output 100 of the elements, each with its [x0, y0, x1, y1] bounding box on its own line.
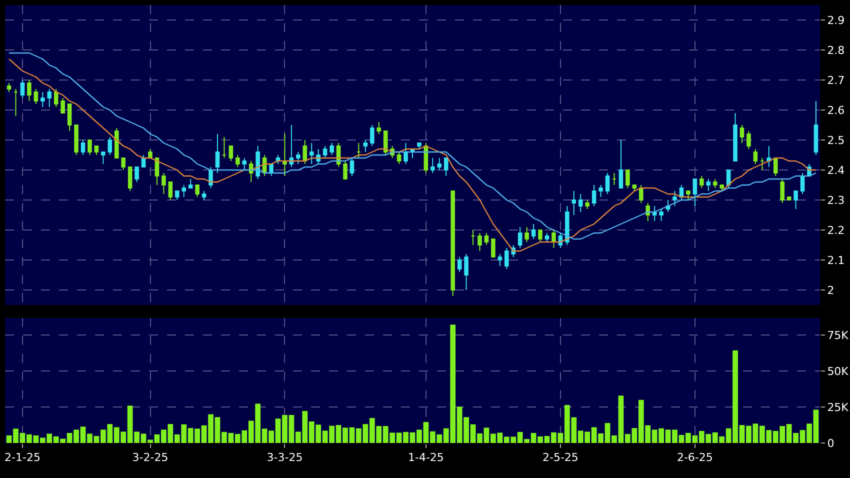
- candlestick: [101, 152, 106, 164]
- candlestick: [121, 158, 126, 170]
- candlestick: [646, 202, 650, 222]
- y-tick-label: 2.8: [827, 44, 845, 57]
- candlestick: [162, 172, 166, 194]
- candlestick: [638, 184, 644, 204]
- candlestick: [40, 92, 45, 108]
- candlestick: [94, 146, 99, 156]
- y-tick-label: 2.4: [827, 164, 845, 177]
- candlestick: [605, 172, 610, 194]
- candlestick: [450, 190, 455, 296]
- candlestick: [700, 176, 704, 188]
- candlestick: [175, 190, 180, 200]
- candlestick: [222, 136, 226, 158]
- candlestick: [572, 190, 576, 216]
- candlestick: [54, 88, 58, 108]
- candlestick: [766, 146, 772, 168]
- y-tick-label: 0: [827, 436, 834, 450]
- candlestick: [430, 158, 435, 174]
- y-tick-label: 2.7: [827, 74, 845, 87]
- candlestick: [565, 206, 570, 246]
- candlestick: [672, 190, 677, 206]
- candlestick: [322, 146, 328, 158]
- candlestick: [598, 184, 603, 198]
- candlestick: [309, 142, 314, 164]
- candlestick: [20, 80, 25, 98]
- candlestick: [296, 152, 300, 164]
- candlestick: [733, 112, 738, 162]
- candlestick: [350, 158, 354, 176]
- x-tick-label: 1-4-25: [408, 451, 444, 464]
- candlestick: [404, 142, 408, 164]
- candlestick: [67, 104, 72, 132]
- candlestick: [168, 182, 173, 200]
- x-tick-label: 2-6-25: [676, 451, 713, 464]
- y-tick-label: 2.5: [827, 134, 845, 147]
- candlestick: [80, 140, 86, 156]
- y-tick-label: 25K: [827, 400, 850, 414]
- candlestick: [215, 134, 220, 174]
- candlestick: [585, 200, 590, 210]
- candlestick: [484, 232, 489, 246]
- y-tick-label: 2.3: [827, 194, 845, 207]
- candlestick: [720, 184, 724, 192]
- candlestick: [746, 130, 751, 150]
- candlestick: [464, 254, 468, 290]
- candlestick: [242, 158, 247, 170]
- candlestick: [208, 166, 213, 188]
- candlestick: [195, 184, 200, 198]
- candlestick: [363, 140, 368, 152]
- candlestick: [154, 158, 160, 186]
- candlestick: [618, 140, 624, 188]
- candlestick: [356, 142, 361, 158]
- candlestick: [47, 88, 52, 108]
- x-tick-label: 3-2-25: [132, 451, 168, 464]
- candlestick: [491, 238, 496, 258]
- candlestick: [34, 88, 38, 104]
- candlestick: [128, 166, 132, 192]
- candlestick: [612, 172, 616, 186]
- x-tick-label: 2-5-25: [542, 451, 578, 464]
- candlestick: [108, 136, 112, 156]
- candlestick: [531, 224, 536, 240]
- candlestick: [686, 190, 690, 200]
- y-tick-label: 75K: [827, 329, 850, 342]
- candlestick: [289, 124, 294, 168]
- candlestick: [753, 148, 758, 164]
- x-tick-label: 2-1-25: [4, 451, 40, 464]
- candlestick: [760, 158, 764, 170]
- candlestick: [228, 146, 234, 162]
- candlestick: [457, 256, 462, 272]
- candlestick: [330, 142, 334, 156]
- candlestick: [712, 178, 718, 188]
- candlestick: [773, 158, 778, 176]
- candlestick: [202, 190, 206, 200]
- y-tick-label: 2.2: [827, 224, 845, 237]
- y-tick-label: 50K: [827, 365, 850, 378]
- candlestick: [800, 172, 805, 194]
- candlestick: [383, 130, 388, 156]
- candlestick: [282, 134, 287, 176]
- candlestick: [74, 124, 78, 156]
- candlestick: [692, 178, 698, 206]
- candlestick: [498, 254, 502, 266]
- candlestick: [478, 232, 482, 252]
- candlestick: [652, 206, 657, 222]
- candlestick: [396, 152, 402, 164]
- candlestick: [14, 88, 18, 116]
- candlestick: [182, 184, 186, 198]
- y-tick-label: 2.6: [827, 104, 845, 117]
- candlestick: [626, 170, 630, 188]
- candlestick: [437, 158, 442, 170]
- candlestick: [27, 80, 32, 102]
- candlestick: [370, 124, 374, 146]
- candlestick: [114, 128, 119, 158]
- candlestick: [343, 160, 348, 180]
- candlestick: [740, 124, 744, 144]
- candlestick: [814, 100, 818, 156]
- candlestick: [148, 148, 152, 158]
- y-tick-label: 2.1: [827, 254, 845, 267]
- candlestick: [60, 98, 65, 114]
- candlestick: [444, 158, 448, 176]
- candlestick: [659, 208, 664, 222]
- candlestick: [552, 230, 556, 248]
